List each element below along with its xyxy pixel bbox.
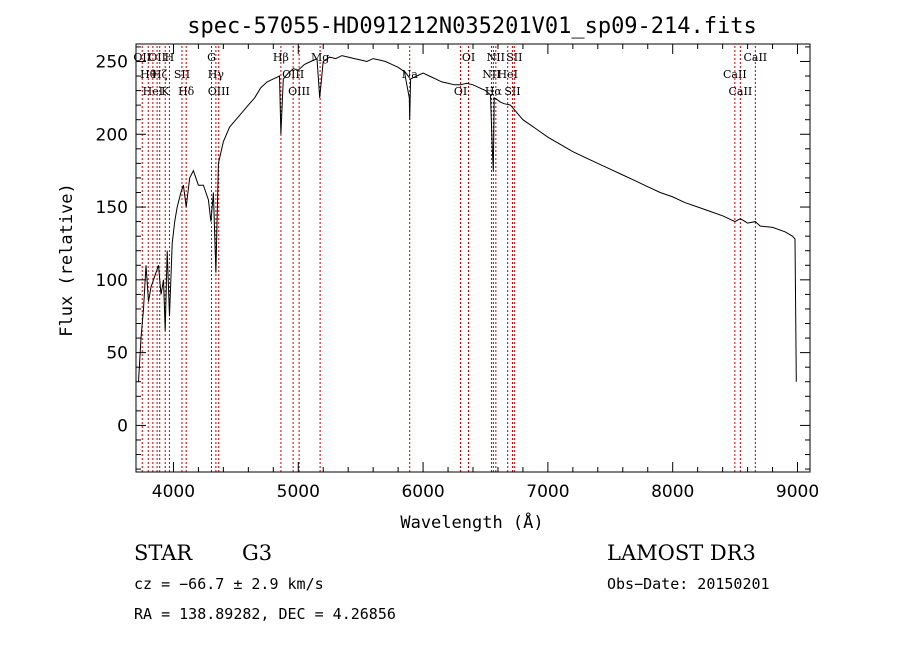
- line-marker-label: H: [165, 51, 175, 64]
- y-axis-ticks: 0 50 100 150 200 250: [96, 46, 810, 470]
- line-marker-label: OIII: [208, 85, 230, 98]
- y-tick-label: 100: [96, 271, 128, 291]
- line-marker-label: OIII: [288, 85, 310, 98]
- line-marker-label: Hγ: [208, 68, 225, 81]
- chart-title: spec-57055-HD091212N035201V01_sp09-214.f…: [187, 14, 757, 39]
- line-marker-label: NII: [482, 68, 500, 81]
- line-marker-label: SII: [506, 51, 522, 64]
- plot-frame: [135, 43, 811, 473]
- line-marker-label: CaII: [743, 51, 767, 64]
- y-tick-label: 50: [106, 344, 128, 364]
- y-tick-label: 150: [96, 198, 128, 218]
- line-marker-label: OII: [148, 51, 166, 64]
- line-marker-label: Hθ: [140, 68, 157, 81]
- redshift-value: cz = −66.7 ± 2.9 km/s: [134, 575, 324, 593]
- object-subclass: G3: [242, 541, 272, 565]
- line-marker-label: Hδ: [178, 85, 195, 98]
- y-tick-label: 200: [96, 125, 128, 145]
- line-marker-label: Hα: [485, 85, 503, 98]
- y-tick-label: 250: [96, 52, 128, 72]
- line-marker-label: CaII: [723, 68, 747, 81]
- line-marker-label: OI: [462, 51, 475, 64]
- line-marker-label: SII: [174, 68, 190, 81]
- object-class: STAR: [134, 541, 193, 565]
- x-tick-label: 8000: [651, 482, 694, 502]
- x-tick-label: 9000: [776, 482, 819, 502]
- line-marker-label: HeI: [497, 68, 517, 81]
- line-marker-label: Hζ: [152, 68, 168, 81]
- x-tick-label: 4000: [152, 482, 195, 502]
- coordinates: RA = 138.89282, DEC = 4.26856: [134, 605, 396, 623]
- spectral-line-markers: [141, 46, 756, 472]
- line-marker-label: CaII: [729, 85, 753, 98]
- x-tick-label: 5000: [277, 482, 320, 502]
- survey-name: LAMOST DR3: [607, 541, 756, 565]
- line-marker-label: SII: [504, 85, 520, 98]
- spectrum-line: [138, 55, 797, 382]
- x-tick-label: 6000: [401, 482, 444, 502]
- x-axis-ticks: 4000 5000 6000 7000 8000 9000: [152, 44, 819, 502]
- line-marker-label: Na: [402, 68, 419, 81]
- line-marker-label: G: [207, 51, 216, 64]
- line-marker-label: OIII: [282, 68, 304, 81]
- line-marker-label: Mg: [311, 51, 329, 64]
- line-marker-label: HeI: [143, 85, 163, 98]
- y-tick-label: 0: [117, 416, 128, 436]
- line-marker-label: Hβ: [273, 51, 289, 64]
- y-axis-label: Flux (relative): [57, 183, 77, 337]
- line-marker-label: OI: [454, 85, 467, 98]
- info-panel: STAR G3 LAMOST DR3 cz = −66.7 ± 2.9 km/s…: [134, 541, 770, 623]
- obs-date: Obs−Date: 20150201: [607, 575, 770, 593]
- x-axis-label: Wavelength (Å): [400, 511, 543, 533]
- line-marker-label: NII: [487, 51, 505, 64]
- x-tick-label: 7000: [526, 482, 569, 502]
- spectral-line-labels: OIIHθHeIOIIHζKHSIIHδGHγOIIIHβOIIIOIIIMgN…: [133, 51, 767, 98]
- line-marker-label: K: [161, 85, 170, 98]
- line-marker-label: OII: [133, 51, 151, 64]
